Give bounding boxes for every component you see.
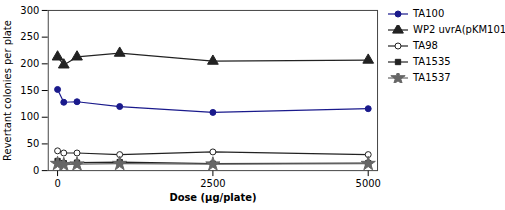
- svg-text:5000: 5000: [356, 178, 381, 189]
- html-text:TA100: TA100: [413, 8, 445, 19]
- svg-text:200: 200: [20, 58, 39, 69]
- svg-text:0: 0: [33, 165, 39, 176]
- svg-text:0: 0: [54, 178, 60, 189]
- svg-text:Revertant colonies per plate: Revertant colonies per plate: [2, 20, 13, 161]
- html-text:TA98: TA98: [413, 40, 438, 51]
- svg-text:Dose (μg/plate): Dose (μg/plate): [169, 192, 256, 203]
- svg-text:2500: 2500: [200, 178, 225, 189]
- html-text:TA1535: TA1535: [413, 56, 451, 67]
- svg-text:150: 150: [20, 85, 39, 96]
- html-text:TA1537: TA1537: [413, 72, 451, 83]
- svg-text:300: 300: [20, 5, 39, 16]
- svg-text:250: 250: [20, 31, 39, 42]
- svg-text:50: 50: [27, 138, 40, 149]
- svg-text:100: 100: [20, 111, 39, 122]
